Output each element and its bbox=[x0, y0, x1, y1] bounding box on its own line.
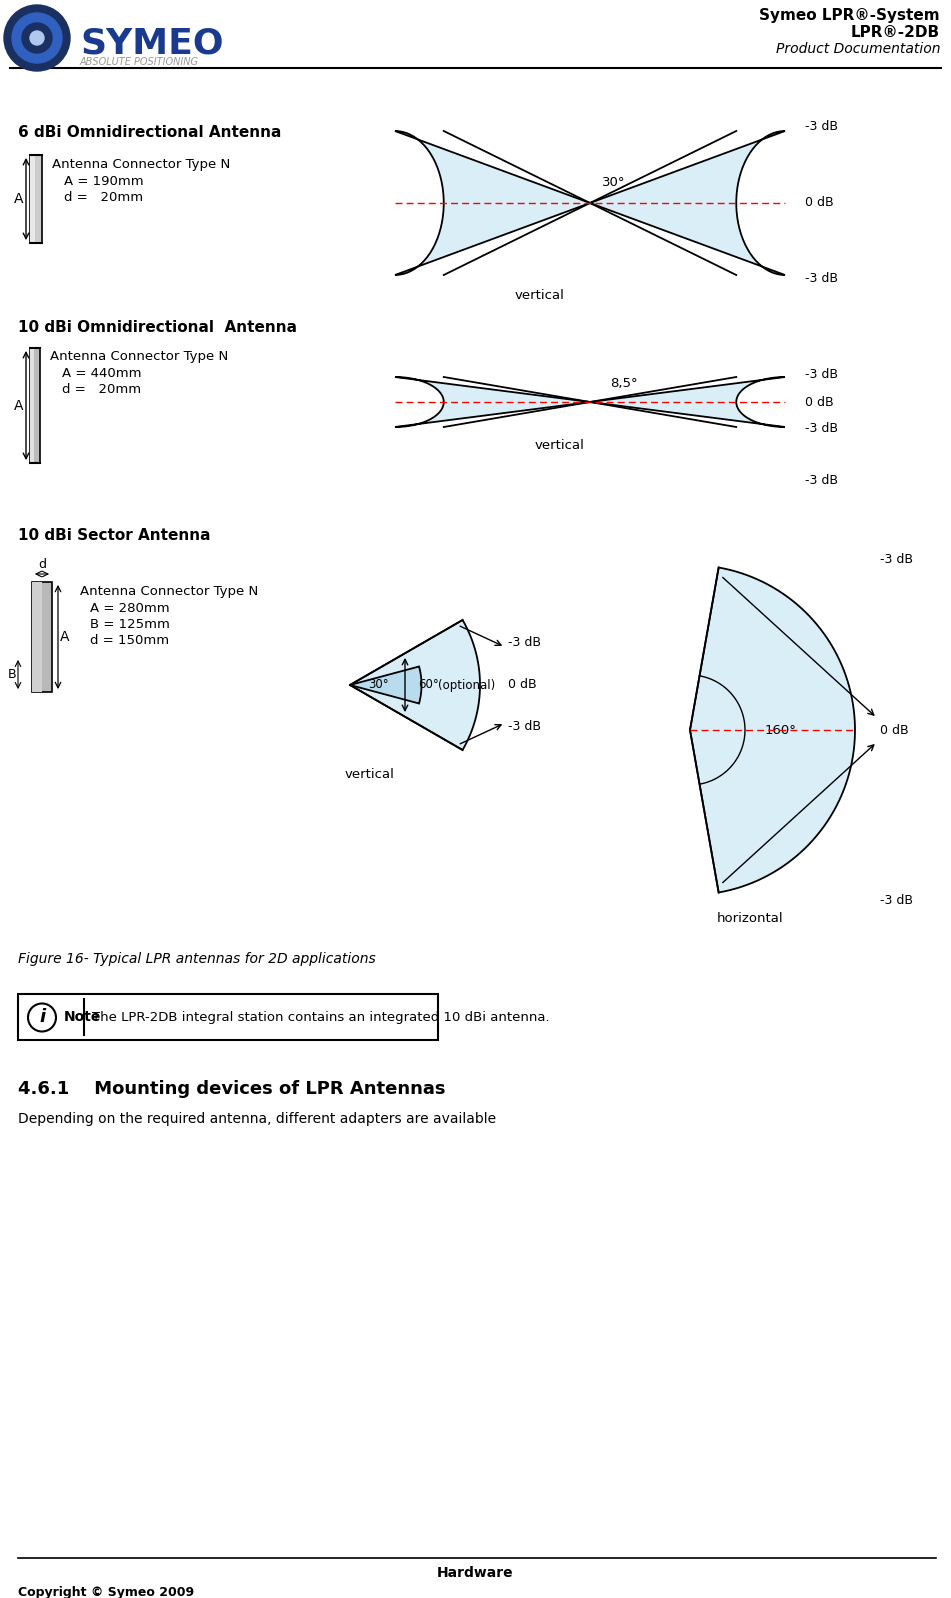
FancyBboxPatch shape bbox=[18, 994, 438, 1040]
Text: The LPR-2DB integral station contains an integrated 10 dBi antenna.: The LPR-2DB integral station contains an… bbox=[92, 1012, 550, 1024]
Text: -3 dB: -3 dB bbox=[508, 721, 541, 733]
Text: ABSOLUTE POSITIONING: ABSOLUTE POSITIONING bbox=[80, 58, 199, 67]
Polygon shape bbox=[690, 567, 855, 893]
Polygon shape bbox=[395, 377, 590, 427]
Bar bbox=[32, 582, 52, 692]
Text: -3 dB: -3 dB bbox=[805, 120, 838, 134]
Text: Copyright © Symeo 2009: Copyright © Symeo 2009 bbox=[18, 1585, 194, 1598]
Polygon shape bbox=[590, 131, 785, 275]
Text: (optional): (optional) bbox=[438, 679, 495, 692]
Text: 0 dB: 0 dB bbox=[880, 724, 908, 737]
Text: d = 150mm: d = 150mm bbox=[90, 634, 169, 647]
Text: 0 dB: 0 dB bbox=[805, 197, 834, 209]
Text: 30°: 30° bbox=[602, 176, 626, 190]
Ellipse shape bbox=[4, 5, 70, 70]
Text: A = 190mm: A = 190mm bbox=[64, 176, 144, 189]
Text: 0 dB: 0 dB bbox=[508, 679, 536, 692]
Text: Hardware: Hardware bbox=[437, 1566, 514, 1580]
Polygon shape bbox=[590, 377, 785, 427]
Text: A = 280mm: A = 280mm bbox=[90, 602, 169, 615]
Text: Depending on the required antenna, different adapters are available: Depending on the required antenna, diffe… bbox=[18, 1112, 496, 1127]
Text: A = 440mm: A = 440mm bbox=[62, 368, 142, 380]
Text: -3 dB: -3 dB bbox=[880, 553, 913, 566]
Text: -3 dB: -3 dB bbox=[805, 273, 838, 286]
Polygon shape bbox=[395, 131, 590, 275]
Bar bbox=[30, 155, 35, 243]
Text: 4.6.1    Mounting devices of LPR Antennas: 4.6.1 Mounting devices of LPR Antennas bbox=[18, 1080, 445, 1098]
Text: 10 dBi Sector Antenna: 10 dBi Sector Antenna bbox=[18, 527, 210, 543]
Text: -3 dB: -3 dB bbox=[880, 893, 913, 908]
Ellipse shape bbox=[30, 30, 44, 45]
Text: Antenna Connector Type N: Antenna Connector Type N bbox=[52, 158, 230, 171]
Text: 6 dBi Omnidirectional Antenna: 6 dBi Omnidirectional Antenna bbox=[18, 125, 281, 141]
Text: 160°: 160° bbox=[765, 724, 797, 737]
Text: vertical: vertical bbox=[535, 439, 585, 452]
Text: i: i bbox=[39, 1008, 45, 1026]
Text: A: A bbox=[14, 398, 24, 412]
Text: 10 dBi Omnidirectional  Antenna: 10 dBi Omnidirectional Antenna bbox=[18, 320, 297, 336]
Text: Note: Note bbox=[64, 1010, 102, 1024]
Text: B: B bbox=[8, 668, 16, 681]
Text: d =   20mm: d = 20mm bbox=[64, 192, 143, 205]
Ellipse shape bbox=[12, 13, 62, 62]
Text: SYMEO: SYMEO bbox=[80, 26, 223, 61]
Text: d: d bbox=[38, 558, 46, 570]
Text: Antenna Connector Type N: Antenna Connector Type N bbox=[50, 350, 228, 363]
Text: vertical: vertical bbox=[515, 289, 565, 302]
Text: B = 125mm: B = 125mm bbox=[90, 618, 170, 631]
Text: Figure 16- Typical LPR antennas for 2D applications: Figure 16- Typical LPR antennas for 2D a… bbox=[18, 952, 376, 967]
Text: d =   20mm: d = 20mm bbox=[62, 384, 141, 396]
Text: A: A bbox=[14, 192, 24, 206]
Text: vertical: vertical bbox=[345, 769, 395, 781]
Text: Antenna Connector Type N: Antenna Connector Type N bbox=[80, 585, 259, 598]
Polygon shape bbox=[350, 620, 480, 749]
Polygon shape bbox=[350, 666, 421, 703]
Text: -3 dB: -3 dB bbox=[805, 369, 838, 382]
Bar bbox=[30, 348, 34, 463]
Text: LPR®-2DB: LPR®-2DB bbox=[851, 26, 940, 40]
Text: A: A bbox=[60, 630, 69, 644]
Text: -3 dB: -3 dB bbox=[508, 636, 541, 649]
Text: -3 dB: -3 dB bbox=[805, 473, 838, 486]
Text: -3 dB: -3 dB bbox=[805, 422, 838, 436]
Bar bbox=[30, 348, 40, 463]
Text: Product Documentation: Product Documentation bbox=[775, 42, 940, 56]
Ellipse shape bbox=[22, 22, 52, 53]
Text: horizontal: horizontal bbox=[717, 912, 784, 925]
Text: 60°: 60° bbox=[418, 679, 438, 692]
Bar bbox=[30, 155, 42, 243]
Text: 30°: 30° bbox=[368, 679, 388, 692]
Text: Symeo LPR®-System: Symeo LPR®-System bbox=[760, 8, 940, 22]
Text: 8,5°: 8,5° bbox=[610, 377, 637, 390]
Bar bbox=[32, 582, 42, 692]
Text: 0 dB: 0 dB bbox=[805, 395, 834, 409]
Circle shape bbox=[28, 1004, 56, 1031]
